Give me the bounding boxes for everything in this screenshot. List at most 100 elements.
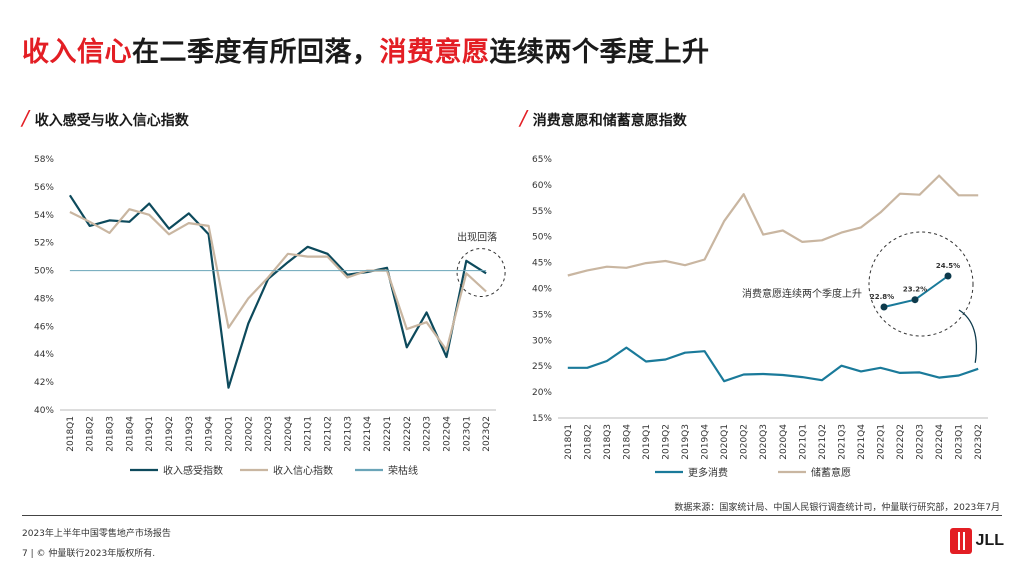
legend-label: 荣枯线 <box>388 464 418 477</box>
y-tick-label: 35% <box>532 310 552 320</box>
y-tick-label: 25% <box>532 362 552 372</box>
y-tick-label: 40% <box>34 406 54 416</box>
x-tick-label: 2021Q4 <box>857 424 867 460</box>
jll-logo: JLL <box>949 528 1004 554</box>
x-tick-label: 2020Q2 <box>740 424 750 460</box>
y-tick-label: 65% <box>532 155 552 165</box>
callout-circle <box>456 248 506 298</box>
y-tick-label: 30% <box>532 336 552 346</box>
series-line-1 <box>567 174 979 277</box>
y-tick-label: 54% <box>34 211 54 221</box>
y-tick-label: 58% <box>34 155 54 165</box>
title-text-2: 连续两个季度上升 <box>489 37 710 68</box>
x-tick-label: 2019Q2 <box>165 416 175 452</box>
left-chart-header: / 收入感受与收入信心指数 <box>22 106 189 130</box>
jll-logo-text: JLL <box>975 532 1004 549</box>
x-tick-label: 2022Q3 <box>423 416 433 452</box>
y-tick-label: 50% <box>34 267 54 277</box>
y-tick-label: 20% <box>532 388 552 398</box>
x-tick-label: 2018Q1 <box>66 416 76 452</box>
legend-label: 更多消费 <box>688 466 728 479</box>
x-tick-label: 2022Q4 <box>935 424 945 460</box>
y-tick-label: 42% <box>34 378 54 388</box>
x-tick-label: 2018Q4 <box>125 416 135 452</box>
x-tick-label: 2020Q4 <box>284 416 294 452</box>
x-tick-label: 2021Q2 <box>324 416 334 452</box>
callout-pointer <box>958 309 978 363</box>
x-tick-label: 2018Q3 <box>603 424 613 460</box>
x-tick-label: 2021Q1 <box>798 424 808 460</box>
x-tick-label: 2019Q2 <box>662 424 672 460</box>
x-tick-label: 2023Q1 <box>955 424 965 460</box>
title-highlight-2: 消费意愿 <box>379 37 490 68</box>
x-tick-label: 2019Q1 <box>642 424 652 460</box>
x-tick-label: 2023Q1 <box>462 416 472 452</box>
x-tick-label: 2022Q1 <box>877 424 887 460</box>
legend-label: 收入感受指数 <box>163 464 223 477</box>
x-tick-label: 2018Q1 <box>564 424 574 460</box>
y-tick-label: 52% <box>34 239 54 249</box>
zoom-callout-circle <box>868 231 974 337</box>
x-tick-label: 2023Q2 <box>974 424 984 460</box>
x-tick-label: 2019Q3 <box>185 416 195 452</box>
annotation-text: 消费意愿连续两个季度上升 <box>742 287 862 300</box>
data-source: 数据来源：国家统计局、中国人民银行调查统计司，仲量联行研究部，2023年7月 <box>674 503 1000 513</box>
y-tick-label: 44% <box>34 350 54 360</box>
x-tick-label: 2021Q1 <box>304 416 314 452</box>
annotation-text: 出现回落 <box>457 231 497 244</box>
x-tick-label: 2020Q3 <box>264 416 274 452</box>
y-tick-label: 50% <box>532 233 552 243</box>
x-tick-label: 2021Q4 <box>363 416 373 452</box>
y-tick-label: 60% <box>532 181 552 191</box>
x-tick-label: 2019Q1 <box>145 416 155 452</box>
x-tick-label: 2022Q4 <box>442 416 452 452</box>
series-line-1 <box>69 208 487 352</box>
x-tick-label: 2019Q4 <box>701 424 711 460</box>
x-tick-label: 2022Q3 <box>916 424 926 460</box>
x-tick-label: 2022Q1 <box>383 416 393 452</box>
y-tick-label: 48% <box>34 294 54 304</box>
page-title: 收入信心在二季度有所回落，消费意愿连续两个季度上升 <box>22 30 710 69</box>
title-text-1: 在二季度有所回落， <box>132 37 380 68</box>
title-highlight-1: 收入信心 <box>22 37 132 68</box>
legend-label: 储蓄意愿 <box>811 466 851 479</box>
x-tick-label: 2023Q2 <box>482 416 492 452</box>
y-tick-label: 40% <box>532 285 552 295</box>
zoom-data-label: 23.2% <box>903 286 927 294</box>
x-tick-label: 2021Q3 <box>837 424 847 460</box>
x-tick-label: 2018Q2 <box>583 424 593 460</box>
x-tick-label: 2019Q4 <box>205 416 215 452</box>
red-slash-icon: / <box>22 106 29 130</box>
series-line-0 <box>567 346 979 383</box>
y-tick-label: 55% <box>532 207 552 217</box>
right-chart-header: / 消费意愿和储蓄意愿指数 <box>520 106 687 130</box>
y-tick-label: 56% <box>34 183 54 193</box>
x-tick-label: 2020Q3 <box>759 424 769 460</box>
report-name: 2023年上半年中国零售地产市场报告 <box>22 529 171 539</box>
zoom-data-point <box>944 272 952 280</box>
zoom-data-label: 24.5% <box>936 262 960 270</box>
jll-logo-icon <box>949 528 972 554</box>
zoom-data-label: 22.8% <box>870 293 894 301</box>
footer-divider <box>22 515 1002 516</box>
left-chart-title: 收入感受与收入信心指数 <box>34 113 189 129</box>
legend-label: 收入信心指数 <box>273 464 333 477</box>
x-tick-label: 2021Q3 <box>343 416 353 452</box>
zoom-data-point <box>911 296 919 304</box>
copyright: 7 | © 仲量联行2023年版权所有. <box>22 549 156 559</box>
x-tick-label: 2020Q4 <box>779 424 789 460</box>
x-tick-label: 2020Q1 <box>720 424 730 460</box>
x-tick-label: 2022Q2 <box>896 424 906 460</box>
y-tick-label: 15% <box>532 414 552 424</box>
x-tick-label: 2018Q3 <box>106 416 116 452</box>
x-tick-label: 2022Q2 <box>403 416 413 452</box>
x-tick-label: 2021Q2 <box>818 424 828 460</box>
red-slash-icon: / <box>520 106 527 130</box>
x-tick-label: 2018Q4 <box>622 424 632 460</box>
zoom-data-point <box>880 303 888 311</box>
x-tick-label: 2020Q2 <box>244 416 254 452</box>
y-tick-label: 45% <box>532 259 552 269</box>
right-chart-title: 消费意愿和储蓄意愿指数 <box>532 113 687 129</box>
